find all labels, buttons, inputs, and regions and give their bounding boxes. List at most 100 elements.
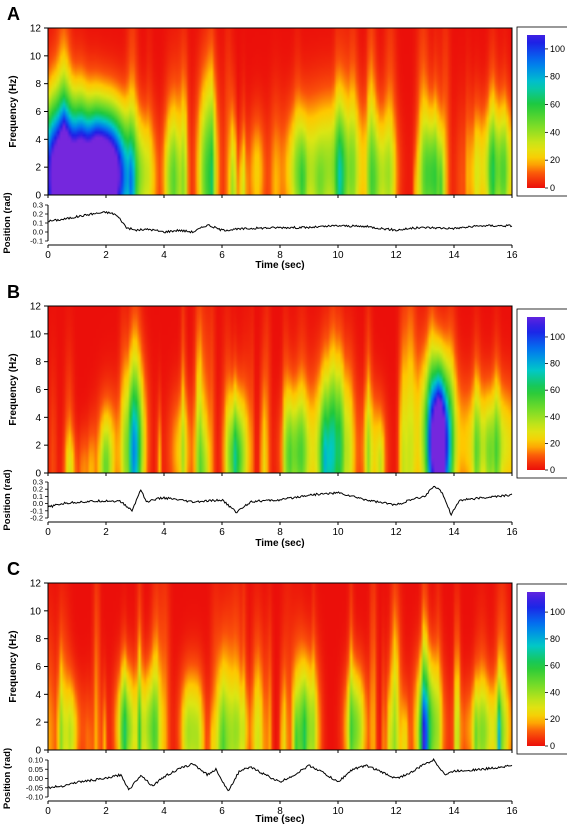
colorbar: 0 20 40 60 80 100 — [516, 308, 567, 479]
trace-x-tick-label: 12 — [390, 806, 402, 817]
spectrogram: 0 2 4 6 8 10 12 Frequency (Hz) — [8, 302, 513, 480]
trace-y-tick-label: -0.1 — [30, 237, 43, 246]
colorbar-tick-label: 40 — [550, 687, 560, 697]
y-tick-label: 12 — [30, 302, 42, 313]
trace-x-tick-label: 6 — [219, 250, 225, 261]
colorbar-frame — [516, 583, 567, 755]
colorbar-tick-label: 20 — [550, 155, 560, 165]
x-axis-label: Time (sec) — [255, 538, 304, 549]
trace-y-axis-label: Position (rad) — [2, 748, 13, 809]
y-tick-label: 12 — [30, 579, 42, 590]
colorbar-tick-label: 0 — [550, 741, 555, 751]
trace-x-tick-label: 14 — [448, 527, 460, 538]
colorbar-tick-label: 60 — [550, 385, 560, 395]
colorbar-tick-label: 80 — [550, 634, 560, 644]
y-tick-label: 12 — [30, 24, 42, 35]
trace-x-tick-label: 6 — [219, 806, 225, 817]
trace-y-tick-label: -0.05 — [26, 783, 43, 792]
trace-x-tick-label: 16 — [506, 806, 518, 817]
x-axis-label: Time (sec) — [255, 260, 304, 271]
trace-y-tick-label: -0.10 — [26, 793, 43, 802]
colorbar-tick-label: 80 — [550, 72, 560, 82]
y-axis-label: Frequency (Hz) — [8, 75, 19, 147]
trace-y-tick-label: 0.1 — [33, 219, 43, 228]
colorbar-tick-label: 40 — [550, 412, 560, 422]
y-tick-label: 0 — [35, 469, 41, 480]
trace-y-tick-label: 0.05 — [28, 765, 43, 774]
trace-x-tick-label: 8 — [277, 806, 283, 817]
y-tick-label: 2 — [35, 718, 41, 729]
trace-x-tick-label: 0 — [45, 527, 51, 538]
trace-y-tick-label: 0.2 — [33, 485, 43, 494]
colorbar-frame — [516, 308, 567, 479]
y-tick-label: 8 — [35, 79, 41, 90]
trace-x-tick-label: 2 — [103, 806, 109, 817]
colorbar-gradient — [527, 35, 545, 188]
trace-x-tick-label: 12 — [390, 527, 402, 538]
trace-x-tick-label: 16 — [506, 250, 518, 261]
y-tick-label: 8 — [35, 634, 41, 645]
trace-x-tick-label: 0 — [45, 806, 51, 817]
trace-y-tick-label: 0.0 — [33, 499, 43, 508]
trace-x-tick-label: 10 — [332, 250, 344, 261]
trace-y-axis-label: Position (rad) — [2, 192, 13, 253]
trace-y-tick-label: 0.1 — [33, 492, 43, 501]
trace-x-tick-label: 4 — [161, 527, 167, 538]
trace-x-tick-label: 4 — [161, 806, 167, 817]
colorbar-tick-label: 60 — [550, 100, 560, 110]
y-tick-label: 10 — [30, 329, 42, 340]
trace-y-tick-label: 0.0 — [33, 228, 43, 237]
trace-y-tick-label: -0.1 — [30, 506, 43, 515]
y-tick-label: 8 — [35, 357, 41, 368]
trace-x-tick-label: 10 — [332, 806, 344, 817]
panel-label: B — [7, 282, 20, 302]
colorbar: 0 20 40 60 80 100 — [516, 26, 567, 197]
trace-x-tick-label: 10 — [332, 527, 344, 538]
trace-x-tick-label: 8 — [277, 250, 283, 261]
trace-x-tick-label: 6 — [219, 527, 225, 538]
colorbar: 0 20 40 60 80 100 — [516, 583, 567, 755]
y-tick-label: 4 — [35, 690, 41, 701]
panel-label: A — [7, 4, 20, 24]
trace-y-tick-label: 0.3 — [33, 201, 43, 210]
trace-x-tick-label: 4 — [161, 250, 167, 261]
y-tick-label: 0 — [35, 746, 41, 757]
spectrogram-image — [48, 28, 512, 195]
colorbar-tick-label: 40 — [550, 127, 560, 137]
y-axis-label: Frequency (Hz) — [8, 630, 19, 702]
colorbar-gradient — [527, 317, 545, 470]
trace-x-tick-label: 0 — [45, 250, 51, 261]
y-tick-label: 4 — [35, 135, 41, 146]
colorbar-tick-label: 60 — [550, 661, 560, 671]
trace-y-axis-label: Position (rad) — [2, 469, 13, 530]
y-tick-label: 6 — [35, 385, 41, 396]
panel-label: C — [7, 559, 20, 579]
trace-y-tick-label: 0.2 — [33, 210, 43, 219]
y-tick-label: 10 — [30, 51, 42, 62]
colorbar-frame — [516, 26, 567, 197]
spectrogram: 0 2 4 6 8 10 12 Frequency (Hz) — [8, 579, 513, 757]
colorbar-tick-label: 0 — [550, 465, 555, 475]
trace-y-tick-label: 0.00 — [28, 774, 43, 783]
y-axis-label: Frequency (Hz) — [8, 353, 19, 425]
trace-x-tick-label: 14 — [448, 806, 460, 817]
y-tick-label: 6 — [35, 662, 41, 673]
y-tick-label: 10 — [30, 606, 42, 617]
trace-x-tick-label: 8 — [277, 527, 283, 538]
colorbar-tick-label: 100 — [550, 44, 565, 54]
position-trace-line — [48, 211, 513, 234]
y-tick-label: 4 — [35, 413, 41, 424]
position-trace-plot: 0.100.050.00-0.05-0.100 2 4 6 8 10 12 14 16Posit… — [2, 748, 518, 824]
colorbar-tick-label: 0 — [550, 183, 555, 193]
trace-x-tick-label: 14 — [448, 250, 460, 261]
colorbar-tick-label: 20 — [550, 438, 560, 448]
trace-x-tick-label: 12 — [390, 250, 402, 261]
trace-y-tick-label: 0.3 — [33, 478, 43, 487]
trace-y-tick-label: -0.2 — [30, 514, 43, 523]
colorbar-tick-label: 80 — [550, 359, 560, 369]
colorbar-tick-label: 100 — [550, 332, 565, 342]
